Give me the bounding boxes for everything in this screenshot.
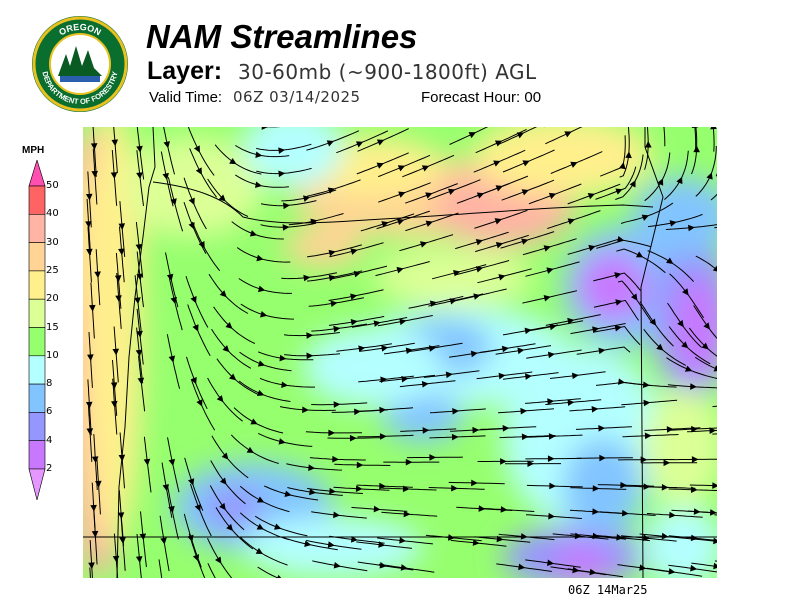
layer-value: 30-60mb (~900-1800ft) AGL xyxy=(238,60,537,84)
legend-tick: 40 xyxy=(46,208,59,219)
wind-speed-region xyxy=(123,137,263,237)
legend-swatch xyxy=(29,271,45,299)
legend-swatch xyxy=(29,412,45,440)
legend-swatch xyxy=(29,243,45,271)
legend-swatch xyxy=(29,186,45,214)
legend-tick: 20 xyxy=(46,293,59,304)
wind-speed-region xyxy=(283,227,363,267)
legend-tick: 2 xyxy=(46,463,52,474)
legend-swatch xyxy=(29,441,45,469)
forecast-hour: Forecast Hour: 00 xyxy=(421,89,541,106)
legend-swatch xyxy=(29,328,45,356)
wind-speed-region xyxy=(203,487,263,527)
page-title: NAM Streamlines xyxy=(146,18,417,56)
wind-speed-region xyxy=(373,247,533,307)
legend-tick: 6 xyxy=(46,406,52,417)
legend-unit: MPH xyxy=(22,145,44,156)
wind-speed-region xyxy=(303,327,443,407)
streamline-arrowhead xyxy=(711,127,716,129)
footer-timestamp: 06Z 14Mar25 xyxy=(568,583,647,597)
legend-tick: 4 xyxy=(46,435,52,446)
legend-max-arrow xyxy=(29,160,45,186)
layer-label: Layer: xyxy=(147,57,222,86)
legend-tick: 25 xyxy=(46,265,59,276)
streamline-map xyxy=(83,127,717,578)
color-legend xyxy=(28,160,46,500)
legend-swatch xyxy=(29,299,45,327)
legend-swatch xyxy=(29,384,45,412)
legend-swatch xyxy=(29,356,45,384)
legend-min-arrow xyxy=(29,469,45,500)
oregon-department-of-forestry-logo: OREGON DEPARTMENT OF FORESTRY xyxy=(30,14,130,114)
valid-time-value: 06Z 03/14/2025 xyxy=(233,88,361,106)
valid-time-label: Valid Time: xyxy=(149,89,222,106)
legend-swatch xyxy=(29,214,45,242)
legend-tick: 10 xyxy=(46,350,59,361)
legend-tick: 8 xyxy=(46,378,52,389)
legend-tick: 50 xyxy=(46,180,59,191)
legend-tick: 30 xyxy=(46,237,59,248)
legend-tick: 15 xyxy=(46,322,59,333)
